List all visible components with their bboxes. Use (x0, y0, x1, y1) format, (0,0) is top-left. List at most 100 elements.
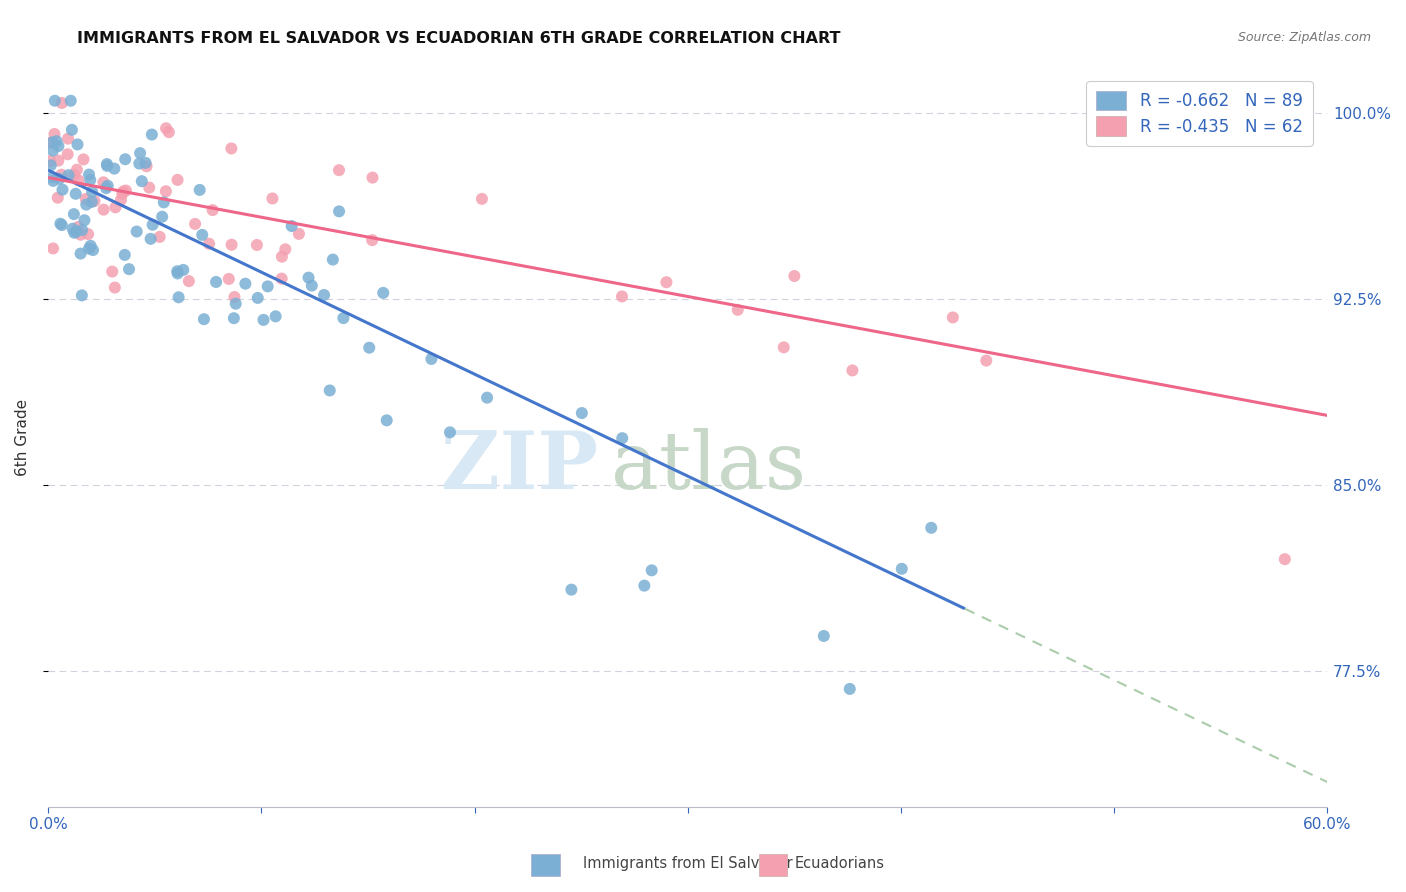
Point (166, 267, 188, 281)
Point (610, 289, 633, 303)
Point (361, 170, 384, 185)
Point (783, 268, 806, 283)
Point (155, 184, 177, 198)
Point (288, 227, 311, 241)
Point (49, 217, 72, 231)
Point (246, 238, 269, 252)
Point (312, 288, 335, 302)
Point (361, 233, 384, 247)
Point (270, 271, 292, 285)
Text: atlas: atlas (612, 428, 806, 507)
Point (65, 186, 87, 201)
Point (66, 162, 89, 177)
Point (332, 311, 354, 326)
Point (97, 178, 120, 193)
Point (252, 313, 274, 327)
Point (256, 279, 278, 293)
Point (63, 207, 86, 221)
Point (59, 94, 82, 108)
Point (79, 239, 101, 253)
Point (118, 262, 141, 277)
Point (193, 312, 215, 326)
Point (41, 136, 63, 150)
Point (141, 128, 163, 142)
Point (39, 158, 62, 172)
Point (264, 310, 287, 324)
Point (560, 582, 582, 597)
Point (77, 168, 100, 182)
Point (920, 521, 942, 535)
Point (155, 121, 177, 136)
Point (66, 137, 89, 152)
Point (221, 237, 243, 252)
Point (101, 264, 124, 278)
Point (262, 191, 284, 205)
Point (471, 192, 494, 206)
Point (167, 290, 190, 304)
Text: Immigrants from El Salvador: Immigrants from El Salvador (583, 856, 793, 871)
Point (83, 194, 105, 208)
Point (104, 280, 127, 294)
Point (297, 270, 319, 285)
Point (271, 250, 294, 264)
Point (218, 272, 240, 286)
Point (246, 291, 269, 305)
Point (39, 153, 62, 168)
Point (128, 156, 150, 170)
Point (322, 252, 344, 267)
Point (77, 242, 100, 256)
Point (58, 168, 80, 182)
Point (131, 174, 153, 188)
Point (1274, 552, 1296, 566)
Point (177, 274, 200, 288)
Point (328, 204, 350, 219)
Point (166, 264, 188, 278)
Point (813, 629, 835, 643)
Point (114, 153, 136, 167)
Point (96, 181, 118, 195)
Point (727, 302, 749, 317)
Text: Source: ZipAtlas.com: Source: ZipAtlas.com (1237, 31, 1371, 45)
Point (103, 161, 125, 176)
Point (221, 141, 243, 155)
Point (39, 136, 62, 150)
Point (125, 225, 148, 239)
Point (112, 185, 135, 199)
Point (153, 195, 176, 210)
Point (48, 172, 70, 186)
Point (224, 290, 246, 304)
Point (42, 174, 65, 188)
Point (69, 227, 91, 242)
Point (375, 413, 398, 427)
Point (70, 288, 93, 302)
Point (172, 263, 194, 277)
Point (75, 197, 97, 211)
Point (75, 192, 97, 206)
Point (129, 146, 152, 161)
Point (104, 200, 127, 214)
Point (150, 210, 173, 224)
Point (319, 384, 342, 398)
Point (46, 191, 69, 205)
Point (110, 193, 132, 207)
Point (157, 125, 180, 139)
Point (138, 180, 160, 194)
Point (93, 175, 115, 189)
Point (373, 285, 395, 300)
Point (184, 217, 207, 231)
Point (46, 153, 69, 168)
Point (65, 225, 87, 239)
Point (67, 173, 90, 187)
Point (890, 562, 912, 576)
Point (114, 248, 136, 262)
Point (44, 127, 66, 141)
Point (51, 183, 73, 197)
Point (115, 184, 138, 198)
Point (359, 341, 381, 355)
Point (135, 159, 157, 173)
Point (571, 406, 593, 420)
Point (225, 296, 247, 310)
Point (191, 227, 214, 242)
Point (96, 157, 118, 171)
Point (420, 351, 443, 366)
